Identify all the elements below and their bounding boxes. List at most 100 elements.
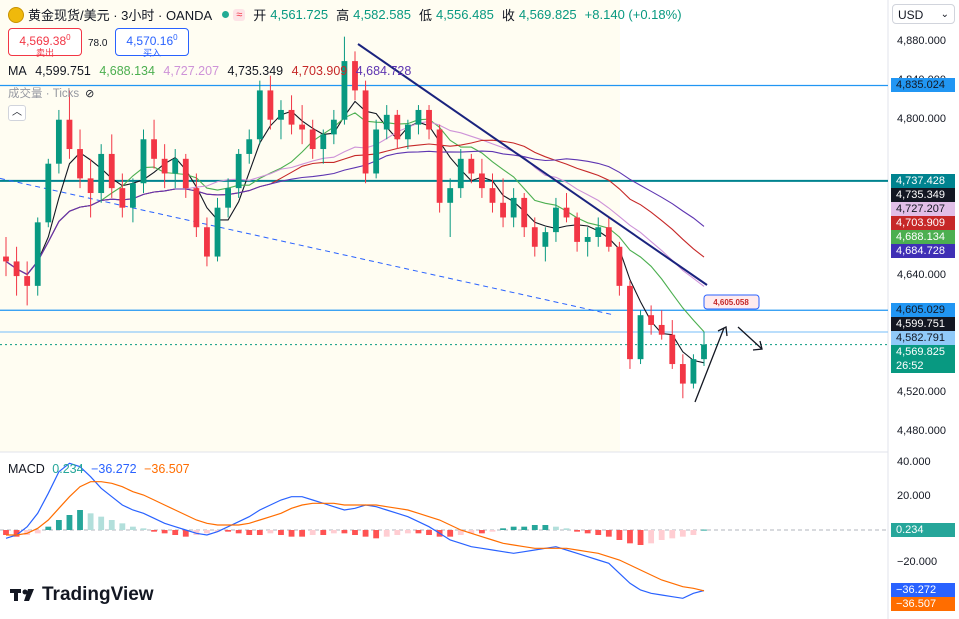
macd-histogram-bar [225,530,231,532]
price-axis-tick: 4,520.000 [897,386,946,399]
macd-histogram-bar [214,530,221,532]
sell-price-sup: 0 [66,33,71,42]
sell-button[interactable]: 4,569.380 卖出 [8,28,82,58]
macd-histogram-bar [553,526,559,530]
arrowhead-down [752,340,763,351]
high-value: 4,582.585 [353,7,411,22]
macd-histogram-bar [309,530,316,535]
candle-body [648,315,655,325]
candle-body [479,173,485,189]
macd-histogram-bar [542,525,549,530]
candle-body [225,188,231,208]
approx-icon: ≈ [233,8,246,21]
candle-body [426,109,432,130]
ma-value-3: 4,727.207 [163,64,220,78]
signal-line [6,481,705,592]
macd-histogram-bar [531,525,538,530]
macd-histogram-bar [182,530,189,537]
candle-body [542,232,549,247]
chevron-down-icon: ⌄ [940,9,949,20]
macd-histogram-bar [66,515,73,530]
candle-body [193,188,200,228]
forecast-arrow-up [694,327,725,403]
low-label: 低 [418,8,432,23]
macd-histogram-bar [341,530,348,534]
macd-badge: −36.507 [891,597,955,612]
candle-body [500,202,506,218]
candle-body [182,158,189,189]
macd-histogram-bar [510,526,517,530]
macd-histogram-bar [204,530,210,534]
candle-body [13,261,20,277]
candle-body [267,90,274,120]
tradingview-mark-icon [10,587,36,603]
candle-body [394,114,401,140]
candle-body [3,256,9,262]
currency-value: USD [898,8,924,22]
macd-histogram-bar [679,530,686,537]
macd-histogram-bar [521,526,528,530]
change-value: +8.140 (+0.18%) [584,7,682,22]
candle-body [119,188,126,208]
macd-histogram-bar [489,530,496,532]
dashed-trendline [0,177,616,316]
ma-legend[interactable]: MA 4,599.751 4,688.134 4,727.207 4,735.3… [8,64,416,78]
price-badge: 26:52 [891,359,955,374]
macd-axis-tick: 40.000 [897,456,931,469]
macd-histogram-bar [701,529,707,531]
candle-body [605,227,612,247]
candle-body [108,153,115,189]
macd-histogram-bar [637,530,644,545]
candle-body [288,109,295,125]
candle-body [468,158,475,174]
candle-body [278,109,284,120]
currency-select[interactable]: USD ⌄ [892,4,955,24]
macd-histogram-bar [500,528,506,530]
low-value: 4,556.485 [435,7,494,22]
macd-histogram-bar [151,530,157,532]
tradingview-logo[interactable]: TradingView [10,584,154,606]
macd-histogram-bar [320,530,327,535]
candle-body [690,359,697,384]
macd-histogram-bar [108,520,115,530]
collapse-legend-button[interactable]: ︿ [8,105,26,121]
price-badge: 4,727.207 [891,201,955,216]
macd-histogram-bar [98,516,105,530]
candle-body [489,188,496,203]
macd-histogram-bar [246,530,253,535]
volume-legend[interactable]: 成交量 · Ticks ⊘ [8,85,94,101]
candle-body [574,217,580,242]
macd-histogram-bar [119,523,126,530]
macd-histogram-bar [404,530,411,534]
macd-histogram-bar [584,530,591,534]
macd-legend[interactable]: MACD 0.234 −36.272 −36.507 [8,462,194,476]
candle-body [341,61,348,120]
ma-value-1: 4,599.751 [35,64,91,78]
candle-body [531,227,538,247]
price-badge: 4,605.029 [891,303,955,318]
macd-histogram-bar [574,530,580,532]
candle-body [362,90,369,174]
price-axis-tick: 4,880.000 [897,34,946,47]
macd-line [5,462,705,599]
candle-body [66,119,73,150]
symbol-title[interactable]: 黄金现货/美元 · 3小时 · OANDA [28,8,213,23]
candle-body [627,285,633,360]
macd-histogram-bar [362,530,369,537]
candle-body [563,207,570,218]
gold-coin-icon [8,6,24,23]
resistance-trendline [357,43,708,286]
buy-button[interactable]: 4,570.160 买入 [115,28,189,58]
candle-body [55,119,62,164]
macd-histogram-bar [34,530,41,534]
candle-body [553,207,559,233]
hide-eye-icon[interactable]: ⊘ [85,87,95,100]
price-badge: 4,835.024 [891,78,955,93]
candle-body [98,153,105,194]
macd-histogram-bar [77,510,83,530]
macd-histogram-bar [45,526,52,530]
buy-price-sup: 0 [173,33,178,42]
macd-histogram-bar [605,530,612,537]
candle-body [151,139,157,159]
